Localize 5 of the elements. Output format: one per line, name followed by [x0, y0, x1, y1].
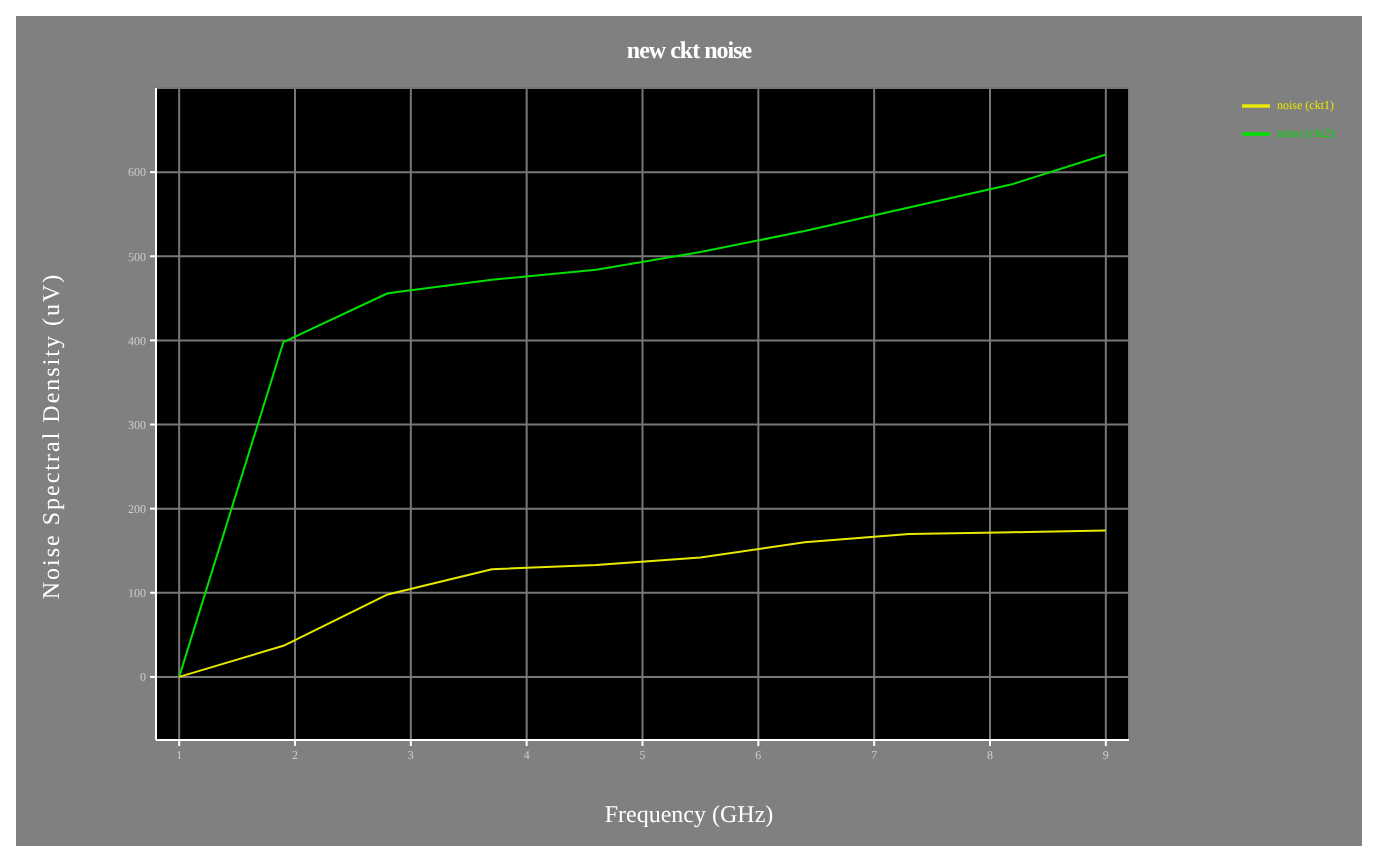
line-series [178, 529, 1107, 678]
y-axis-title: Noise Spectral Density (uV) [37, 272, 67, 600]
chart-title: new ckt noise [624, 36, 754, 66]
x-axis-title: Frequency (GHz) [602, 800, 776, 830]
line-series [178, 153, 1107, 678]
